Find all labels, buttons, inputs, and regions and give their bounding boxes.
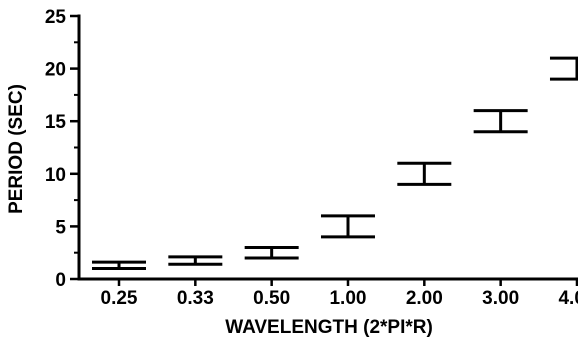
y-tick-label: 25 bbox=[45, 7, 67, 28]
x-tick-label: 0.33 bbox=[177, 288, 214, 309]
x-tick-label: 0.50 bbox=[253, 288, 290, 309]
x-tick-label: 1.00 bbox=[329, 288, 366, 309]
tick-marks bbox=[70, 14, 578, 286]
y-tick-labels: 0 5 10 15 20 25 bbox=[45, 7, 67, 291]
x-axis-title: WAVELENGTH (2*PI*R) bbox=[225, 317, 433, 338]
x-tick-labels: 0.25 0.33 0.50 1.00 2.00 3.00 4.00 bbox=[101, 288, 578, 309]
y-axis-title: PERIOD (SEC) bbox=[6, 84, 27, 214]
y-tick-label: 10 bbox=[45, 165, 66, 186]
x-tick-label: 2.00 bbox=[406, 288, 443, 309]
x-tick-label: 4.00 bbox=[558, 288, 578, 309]
x-tick-label: 3.00 bbox=[482, 288, 519, 309]
y-tick-label: 20 bbox=[45, 60, 66, 81]
error-bars bbox=[92, 56, 578, 270]
y-tick-label: 0 bbox=[55, 270, 66, 291]
x-tick-label: 0.25 bbox=[101, 288, 138, 309]
axes bbox=[77, 14, 578, 281]
y-tick-label: 15 bbox=[45, 112, 67, 133]
y-tick-label: 5 bbox=[55, 217, 66, 238]
